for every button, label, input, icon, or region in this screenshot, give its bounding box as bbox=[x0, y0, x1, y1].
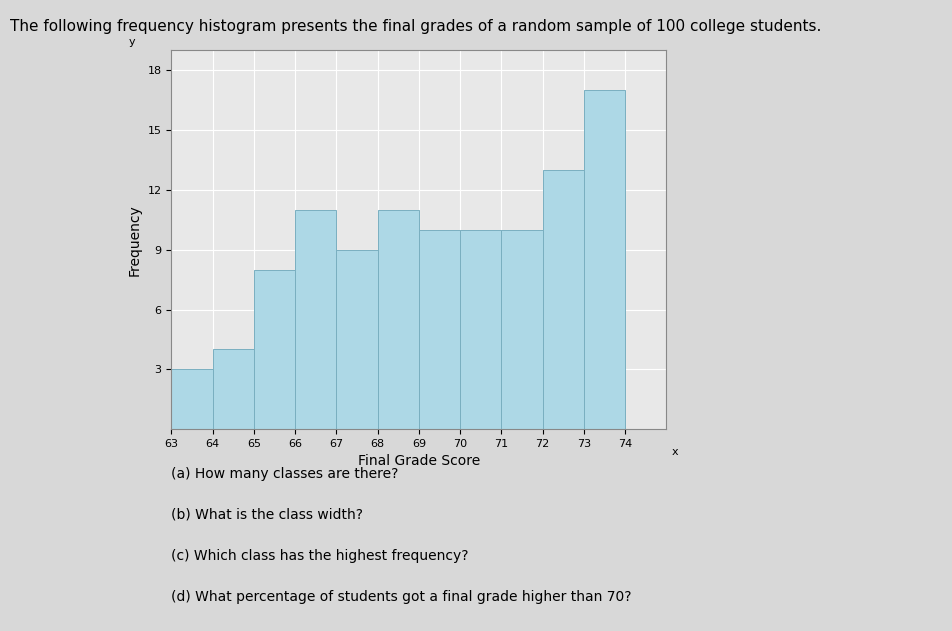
Text: The following frequency histogram presents the final grades of a random sample o: The following frequency histogram presen… bbox=[10, 19, 821, 34]
Text: (c) Which class has the highest frequency?: (c) Which class has the highest frequenc… bbox=[171, 549, 468, 563]
Text: x: x bbox=[671, 447, 678, 457]
Bar bbox=[295, 210, 336, 429]
Bar bbox=[543, 170, 584, 429]
Text: y: y bbox=[129, 37, 135, 47]
Bar bbox=[171, 369, 212, 429]
Y-axis label: Frequency: Frequency bbox=[128, 204, 142, 276]
Bar bbox=[419, 230, 460, 429]
Bar bbox=[336, 250, 378, 429]
Bar bbox=[460, 230, 502, 429]
Bar bbox=[212, 350, 254, 429]
Text: (b) What is the class width?: (b) What is the class width? bbox=[171, 508, 364, 522]
Bar bbox=[502, 230, 543, 429]
Bar bbox=[378, 210, 419, 429]
Text: (d) What percentage of students got a final grade higher than 70?: (d) What percentage of students got a fi… bbox=[171, 590, 632, 604]
X-axis label: Final Grade Score: Final Grade Score bbox=[358, 454, 480, 468]
Bar bbox=[254, 269, 295, 429]
Bar bbox=[584, 90, 625, 429]
Text: (a) How many classes are there?: (a) How many classes are there? bbox=[171, 467, 399, 481]
